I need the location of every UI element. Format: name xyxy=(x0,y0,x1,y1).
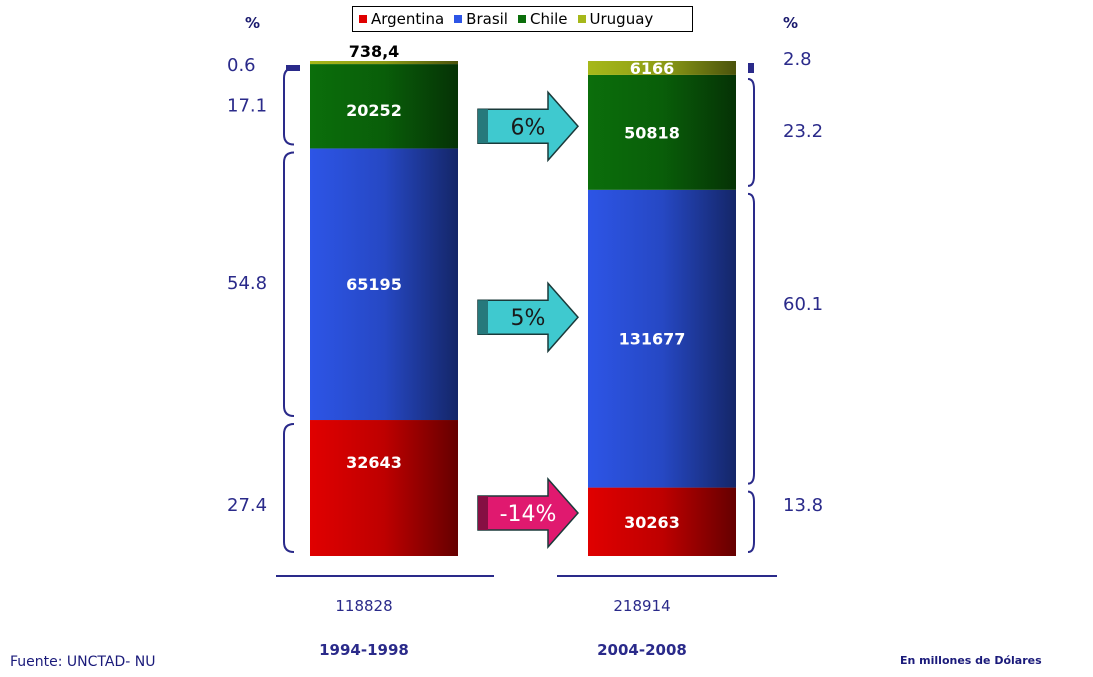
growth-arrow-tail-argentina xyxy=(478,496,488,530)
growth-label-chile: 6% xyxy=(511,115,546,140)
value-label-2004-2008-brasil: 131677 xyxy=(619,330,686,349)
pct-header-left: % xyxy=(245,14,261,32)
legend-label-chile: Chile xyxy=(529,10,568,28)
growth-arrow-tail-brasil xyxy=(478,300,488,335)
pct-left-brasil: 54.8 xyxy=(227,273,267,294)
pct-right-brasil: 60.1 xyxy=(783,294,823,315)
category-label-2004-2008: 2004-2008 xyxy=(597,641,687,659)
bar-1994-1998-uruguay xyxy=(310,61,458,65)
growth-label-argentina: -14% xyxy=(500,502,557,527)
legend-label-brasil: Brasil xyxy=(466,10,508,28)
legend-item-brasil: Brasil xyxy=(454,10,508,28)
legend-swatch-argentina xyxy=(359,15,367,23)
bar-2004-2008-uruguay xyxy=(588,61,736,75)
growth-arrow-chile xyxy=(477,90,580,163)
brace-left-uruguay xyxy=(286,65,300,71)
pct-right-argentina: 13.8 xyxy=(783,495,823,516)
pct-left-argentina: 27.4 xyxy=(227,495,267,516)
legend-label-argentina: Argentina xyxy=(371,10,445,28)
brace-left-argentina xyxy=(283,423,295,553)
legend-swatch-brasil xyxy=(454,15,463,23)
brace-right-chile xyxy=(747,77,755,187)
legend-item-uruguay: Uruguay xyxy=(577,10,654,28)
growth-arrow-brasil xyxy=(477,281,580,354)
value-label-1994-1998-uruguay: 738,4 xyxy=(349,42,400,61)
legend-item-argentina: Argentina xyxy=(359,10,444,28)
value-label-1994-1998-argentina: 32643 xyxy=(346,453,402,472)
unit-note: En millones de Dólares xyxy=(900,654,1042,667)
pct-right-uruguay: 2.8 xyxy=(783,49,812,70)
brace-right-uruguay xyxy=(748,63,754,73)
pct-left-chile: 17.1 xyxy=(227,95,267,116)
legend-label-uruguay: Uruguay xyxy=(589,10,654,28)
growth-arrow-argentina xyxy=(477,477,580,549)
category-label-1994-1998: 1994-1998 xyxy=(319,641,409,659)
value-label-1994-1998-brasil: 65195 xyxy=(346,275,402,294)
total-label-1994-1998: 118828 xyxy=(335,597,392,615)
bar-2004-2008-brasil xyxy=(588,189,736,488)
legend-swatch-uruguay xyxy=(577,15,586,23)
brace-left-brasil xyxy=(283,151,295,418)
legend-swatch-chile xyxy=(517,15,526,23)
brace-left-chile xyxy=(283,67,295,146)
growth-label-brasil: 5% xyxy=(511,306,546,331)
bar-2004-2008-argentina xyxy=(588,487,736,556)
brace-right-brasil xyxy=(747,192,755,485)
growth-arrow-tail-chile xyxy=(478,109,488,144)
value-label-2004-2008-chile: 50818 xyxy=(624,123,680,142)
legend: Argentina Brasil Chile Uruguay xyxy=(352,6,693,32)
bar-1994-1998-argentina xyxy=(310,420,458,556)
value-label-2004-2008-argentina: 30263 xyxy=(624,513,680,532)
total-label-2004-2008: 218914 xyxy=(613,597,670,615)
pct-header-right: % xyxy=(783,14,799,32)
bar-2004-2008-chile xyxy=(588,74,736,190)
bar-1994-1998-brasil xyxy=(310,148,458,421)
pct-left-uruguay: 0.6 xyxy=(227,55,256,76)
value-label-1994-1998-chile: 20252 xyxy=(346,101,402,120)
source-note: Fuente: UNCTAD- NU xyxy=(10,654,156,670)
brace-right-argentina xyxy=(747,490,755,553)
legend-item-chile: Chile xyxy=(517,10,568,28)
value-label-2004-2008-uruguay: 6166 xyxy=(630,59,675,78)
bar-1994-1998-chile xyxy=(310,64,458,149)
pct-right-chile: 23.2 xyxy=(783,121,823,142)
